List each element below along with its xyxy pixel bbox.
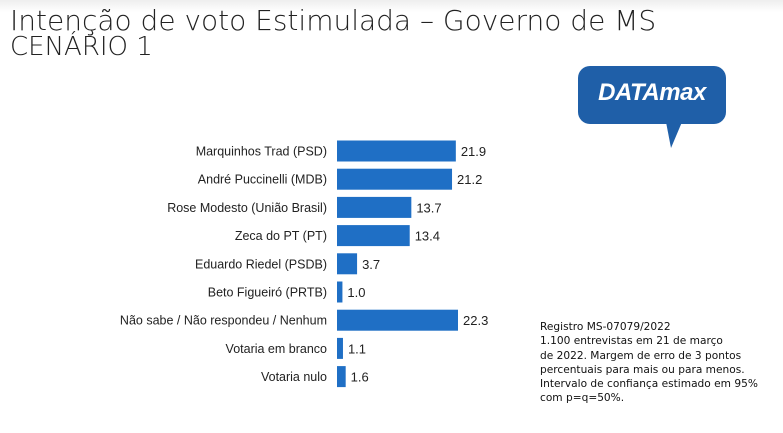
note-line-3: de 2022. Margem de erro de 3 pontos xyxy=(540,349,742,362)
logo-text: DATAmax xyxy=(598,79,706,106)
logo-box xyxy=(578,66,726,124)
title-line-1: Intenção de voto Estimulada – Governo de… xyxy=(10,4,657,37)
note-line-1: Registro MS-07079/2022 xyxy=(540,321,671,333)
bar xyxy=(337,337,343,359)
data-label: 1.1 xyxy=(348,341,366,356)
category-label: Beto Figueiró (PRTB) xyxy=(208,286,327,300)
note-line-6: com p=q=50%. xyxy=(540,392,625,405)
data-label: 1.6 xyxy=(351,370,369,385)
bar xyxy=(337,140,456,162)
note-line-5: Intervalo de confiança estimado em 95% xyxy=(540,378,758,391)
category-label: Votaria nulo xyxy=(261,370,327,384)
page-title: Intenção de voto Estimulada – Governo de… xyxy=(10,4,657,62)
category-label: Marquinhos Trad (PSD) xyxy=(196,145,327,159)
title-line-2: CENÁRIO 1 xyxy=(10,32,153,62)
category-label: Zeca do PT (PT) xyxy=(235,229,327,243)
category-label: Eduardo Riedel (PSDB) xyxy=(195,257,327,271)
data-label: 13.7 xyxy=(416,200,441,215)
data-label: 13.4 xyxy=(415,229,440,244)
category-label: Rose Modesto (União Brasil) xyxy=(167,201,327,215)
speech-bubble-icon xyxy=(666,122,682,148)
bar xyxy=(337,281,343,303)
data-label: 22.3 xyxy=(463,313,488,328)
category-label: André Puccinelli (MDB) xyxy=(198,173,327,187)
data-label: 1.0 xyxy=(347,285,365,300)
datamax-logo: DATAmax xyxy=(578,66,726,150)
methodology-note: Registro MS-07079/2022 1.100 entrevistas… xyxy=(540,320,775,406)
note-line-4: percentuais para mais ou para menos. xyxy=(540,363,745,376)
bar xyxy=(337,366,346,388)
data-label: 21.9 xyxy=(461,144,486,159)
category-label: Votaria em branco xyxy=(226,342,327,356)
bar xyxy=(337,168,453,190)
bar-chart: Marquinhos Trad (PSD) 21.9 André Puccinell… xyxy=(120,140,488,388)
bar xyxy=(337,196,412,218)
data-label: 3.7 xyxy=(362,257,380,272)
bar xyxy=(337,309,458,331)
category-label: Não sabe / Não respondeu / Nenhum xyxy=(120,314,327,328)
note-line-2: 1.100 entrevistas em 21 de março xyxy=(540,335,723,348)
header-band xyxy=(0,0,783,12)
bar xyxy=(337,225,410,247)
data-label: 21.2 xyxy=(457,172,482,187)
bar xyxy=(337,253,358,275)
